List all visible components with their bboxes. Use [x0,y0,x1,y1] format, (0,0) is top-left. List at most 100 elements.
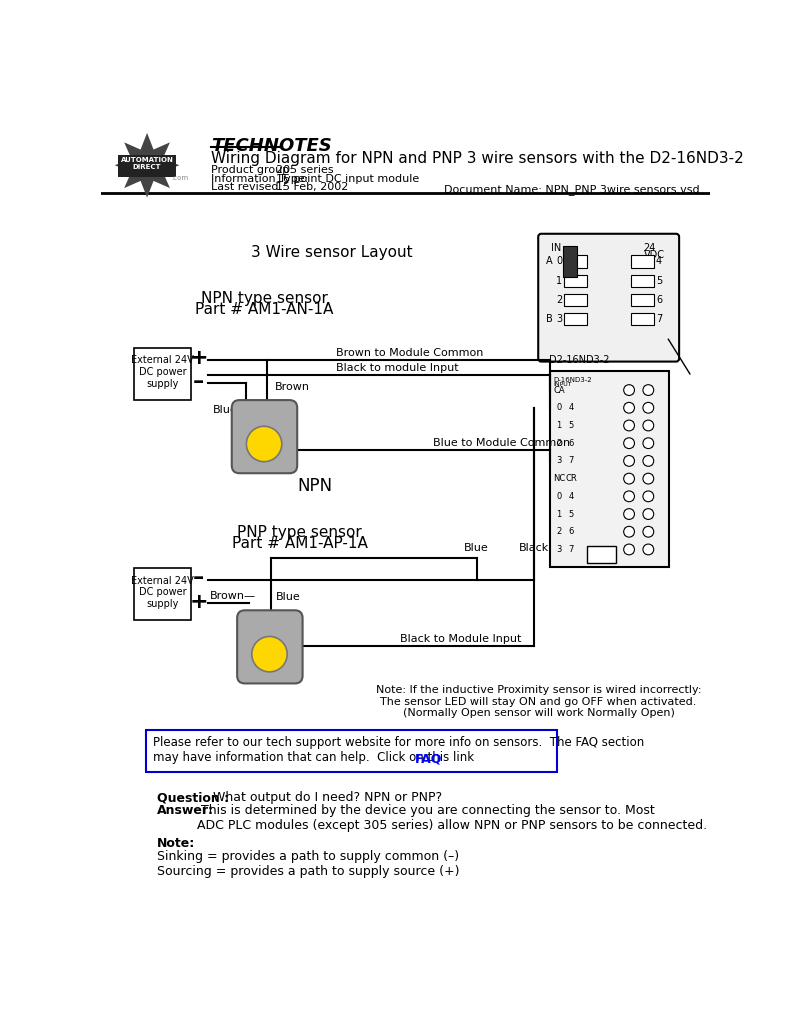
Text: 0: 0 [556,492,562,501]
Circle shape [623,509,634,519]
FancyBboxPatch shape [538,233,679,361]
Text: Note:: Note: [157,838,195,851]
Text: Last revised :: Last revised : [211,182,286,193]
Text: 205 series: 205 series [276,165,334,175]
Text: 24: 24 [644,243,656,253]
Text: External 24V
DC power
supply: External 24V DC power supply [131,575,194,609]
Text: CR: CR [566,474,577,483]
Text: Question :: Question : [157,792,229,804]
Text: –: – [193,372,204,391]
Text: External 24V
DC power
supply: External 24V DC power supply [131,355,194,389]
Bar [631,313,654,326]
Text: 1: 1 [556,275,562,286]
Circle shape [643,544,653,555]
Bar [565,313,588,326]
Text: FAQ: FAQ [415,753,442,766]
Text: 3: 3 [556,457,562,466]
Text: This is determined by the device you are connecting the sensor to. Most
ADC PLC : This is determined by the device you are… [197,804,707,831]
Bar [134,568,191,621]
Circle shape [252,637,287,672]
Text: 7: 7 [656,314,662,325]
Text: IN: IN [551,243,561,253]
Text: Product group:: Product group: [211,165,293,175]
Circle shape [246,426,282,462]
Text: CA: CA [553,386,565,394]
Circle shape [643,490,653,502]
Bar [587,547,616,563]
Bar [563,246,577,276]
Bar [631,255,654,267]
Text: What output do I need? NPN or PNP?: What output do I need? NPN or PNP? [210,792,442,804]
Circle shape [643,456,653,466]
Text: 7: 7 [569,545,574,554]
Circle shape [623,438,634,449]
Text: 2: 2 [556,527,562,537]
Circle shape [623,473,634,484]
Bar [118,156,176,177]
Text: 1: 1 [556,510,562,518]
Text: Note: If the inductive Proximity sensor is wired incorrectly:
The sensor LED wil: Note: If the inductive Proximity sensor … [376,685,702,718]
Text: 7: 7 [569,457,574,466]
Text: D2-16ND3-2: D2-16ND3-2 [549,354,610,365]
Text: Please refer to our tech support website for more info on sensors.  The FAQ sect: Please refer to our tech support website… [153,736,645,764]
Circle shape [623,420,634,431]
Text: –: – [193,568,204,588]
Circle shape [623,490,634,502]
Text: D-16ND3-2: D-16ND3-2 [554,377,592,383]
Text: Document Name: NPN_PNP 3wire sensors.vsd: Document Name: NPN_PNP 3wire sensors.vsd [444,183,699,195]
Text: Blue: Blue [214,406,238,415]
Text: PNP type sensor: PNP type sensor [237,525,362,540]
Text: Wiring Diagram for NPN and PNP 3 wire sensors with the D2-16ND3-2: Wiring Diagram for NPN and PNP 3 wire se… [211,151,744,166]
Text: Part # AM1-AN-1A: Part # AM1-AN-1A [195,302,333,317]
Text: B: B [546,314,552,325]
Text: Black: Black [518,543,549,553]
Bar [550,371,669,567]
Text: 4: 4 [569,403,574,413]
Text: NPN: NPN [297,477,332,496]
Text: Blue: Blue [275,592,301,602]
Text: Black to Module Input: Black to Module Input [399,634,521,644]
Text: +: + [189,592,208,611]
Text: 6: 6 [569,527,574,537]
FancyBboxPatch shape [232,400,297,473]
Circle shape [623,385,634,395]
Bar [565,255,588,267]
Text: VDC: VDC [644,250,664,260]
Text: 4: 4 [569,492,574,501]
Text: Brown to Module Common: Brown to Module Common [335,348,483,357]
Text: Black to module Input: Black to module Input [335,364,458,373]
Text: 6: 6 [569,438,574,447]
Text: 4: 4 [656,256,662,266]
Text: Information Type:: Information Type: [211,174,308,183]
Circle shape [623,544,634,555]
Text: Blue: Blue [464,543,489,553]
Text: 1: 1 [556,421,562,430]
Text: 15 Feb, 2002: 15 Feb, 2002 [276,182,349,193]
Text: 0: 0 [556,256,562,266]
Circle shape [643,438,653,449]
Bar [134,348,191,400]
Text: 2: 2 [556,295,562,305]
Circle shape [623,456,634,466]
Text: 6: 6 [656,295,662,305]
Text: 3 Wire sensor Layout: 3 Wire sensor Layout [251,245,413,259]
Circle shape [643,402,653,413]
Text: Brown—: Brown— [210,591,256,601]
Text: 3: 3 [556,314,562,325]
Text: NPN type sensor: NPN type sensor [201,291,327,306]
Text: 5: 5 [569,421,574,430]
Text: 5: 5 [656,275,662,286]
Text: +: + [189,348,208,368]
Circle shape [643,420,653,431]
Text: 16 point DC input module: 16 point DC input module [276,174,420,183]
Bar [631,274,654,287]
Text: 0: 0 [556,403,562,413]
Text: Sinking = provides a path to supply common (–)
Sourcing = provides a path to sup: Sinking = provides a path to supply comm… [157,850,460,878]
Text: 2: 2 [556,438,562,447]
Text: TECHNOTES: TECHNOTES [211,137,331,155]
Text: A: A [546,256,552,266]
Circle shape [623,402,634,413]
Polygon shape [115,133,180,198]
Circle shape [643,385,653,395]
Circle shape [643,473,653,484]
